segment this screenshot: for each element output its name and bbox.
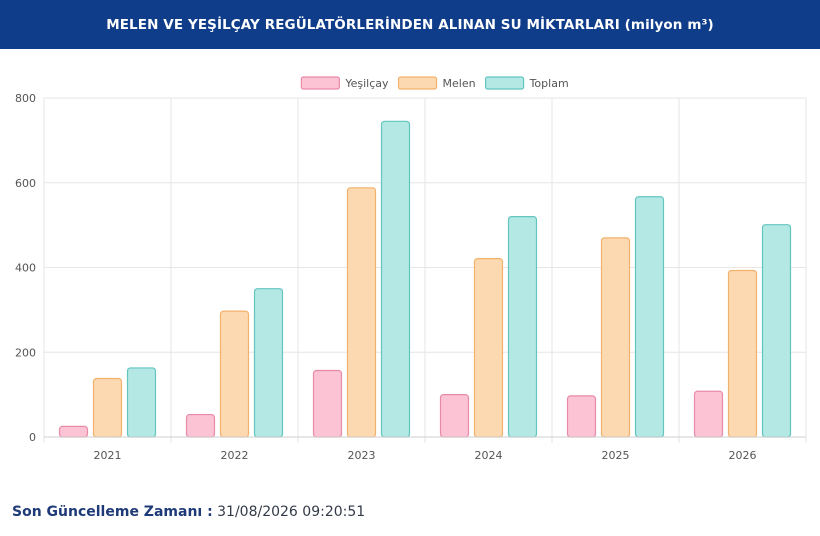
- bar-chart: Yeşilçay Melen Toplam 0 200 400 600 800 2021 202…: [15, 76, 807, 462]
- chart-title: MELEN VE YEŞİLÇAY REGÜLATÖRLERİNDEN ALIN…: [106, 16, 714, 33]
- y-tick-label: 400: [15, 262, 36, 275]
- bar-melen-2025[interactable]: [600, 237, 631, 438]
- x-tick-label: 2021: [94, 449, 122, 462]
- legend-item-toplam[interactable]: Toplam: [484, 76, 569, 90]
- chart-area: Yeşilçay Melen Toplam 0 200 400 600 800 2021 202…: [0, 70, 820, 470]
- x-tick-label: 2022: [221, 449, 249, 462]
- bar-melen-2026[interactable]: [727, 269, 758, 438]
- bar-melen-2021[interactable]: [92, 377, 123, 438]
- bar-yeşilçay-2022[interactable]: [185, 413, 216, 438]
- chart-grid: [43, 97, 807, 443]
- bar-melen-2024[interactable]: [473, 258, 504, 438]
- bar-yeşilçay-2026[interactable]: [693, 390, 724, 438]
- legend-label: Toplam: [529, 77, 569, 90]
- bar-yeşilçay-2025[interactable]: [566, 395, 597, 438]
- x-tick-label: 2024: [475, 449, 503, 462]
- bar-melen-2022[interactable]: [219, 310, 250, 438]
- last-updated-value: 31/08/2026 09:20:51: [217, 504, 366, 520]
- x-tick-label: 2023: [348, 449, 376, 462]
- legend-label: Melen: [443, 77, 476, 90]
- bar-yeşilçay-2021[interactable]: [58, 425, 89, 438]
- y-tick-label: 800: [15, 92, 36, 105]
- bar-toplam-2022[interactable]: [253, 288, 284, 438]
- last-updated-label: Son Güncelleme Zamanı :: [12, 504, 213, 520]
- legend-label: Yeşilçay: [344, 77, 389, 90]
- legend-swatch: [397, 76, 438, 90]
- bar-toplam-2025[interactable]: [634, 196, 665, 438]
- chart-title-bar: MELEN VE YEŞİLÇAY REGÜLATÖRLERİNDEN ALIN…: [0, 0, 820, 49]
- bar-toplam-2021[interactable]: [126, 367, 157, 438]
- chart-legend[interactable]: Yeşilçay Melen Toplam: [300, 76, 569, 90]
- chart-axes: 0 200 400 600 800 2021 2022 2023 2024 2025 2026: [15, 92, 806, 462]
- bar-toplam-2024[interactable]: [507, 216, 538, 438]
- legend-swatch: [300, 76, 340, 90]
- bar-toplam-2026[interactable]: [761, 224, 792, 438]
- y-tick-label: 200: [15, 346, 36, 359]
- y-tick-label: 600: [15, 177, 36, 190]
- bar-toplam-2023[interactable]: [380, 120, 411, 438]
- last-updated: Son Güncelleme Zamanı : 31/08/2026 09:20…: [12, 504, 365, 520]
- x-tick-label: 2026: [729, 449, 757, 462]
- legend-item-melen[interactable]: Melen: [397, 76, 476, 90]
- bar-melen-2023[interactable]: [346, 187, 377, 438]
- x-tick-label: 2025: [602, 449, 630, 462]
- bar-yeşilçay-2024[interactable]: [439, 394, 470, 438]
- bar-yeşilçay-2023[interactable]: [312, 369, 343, 438]
- legend-item-yeşilçay[interactable]: Yeşilçay: [300, 76, 389, 90]
- legend-swatch: [484, 76, 525, 90]
- y-tick-label: 0: [29, 431, 36, 444]
